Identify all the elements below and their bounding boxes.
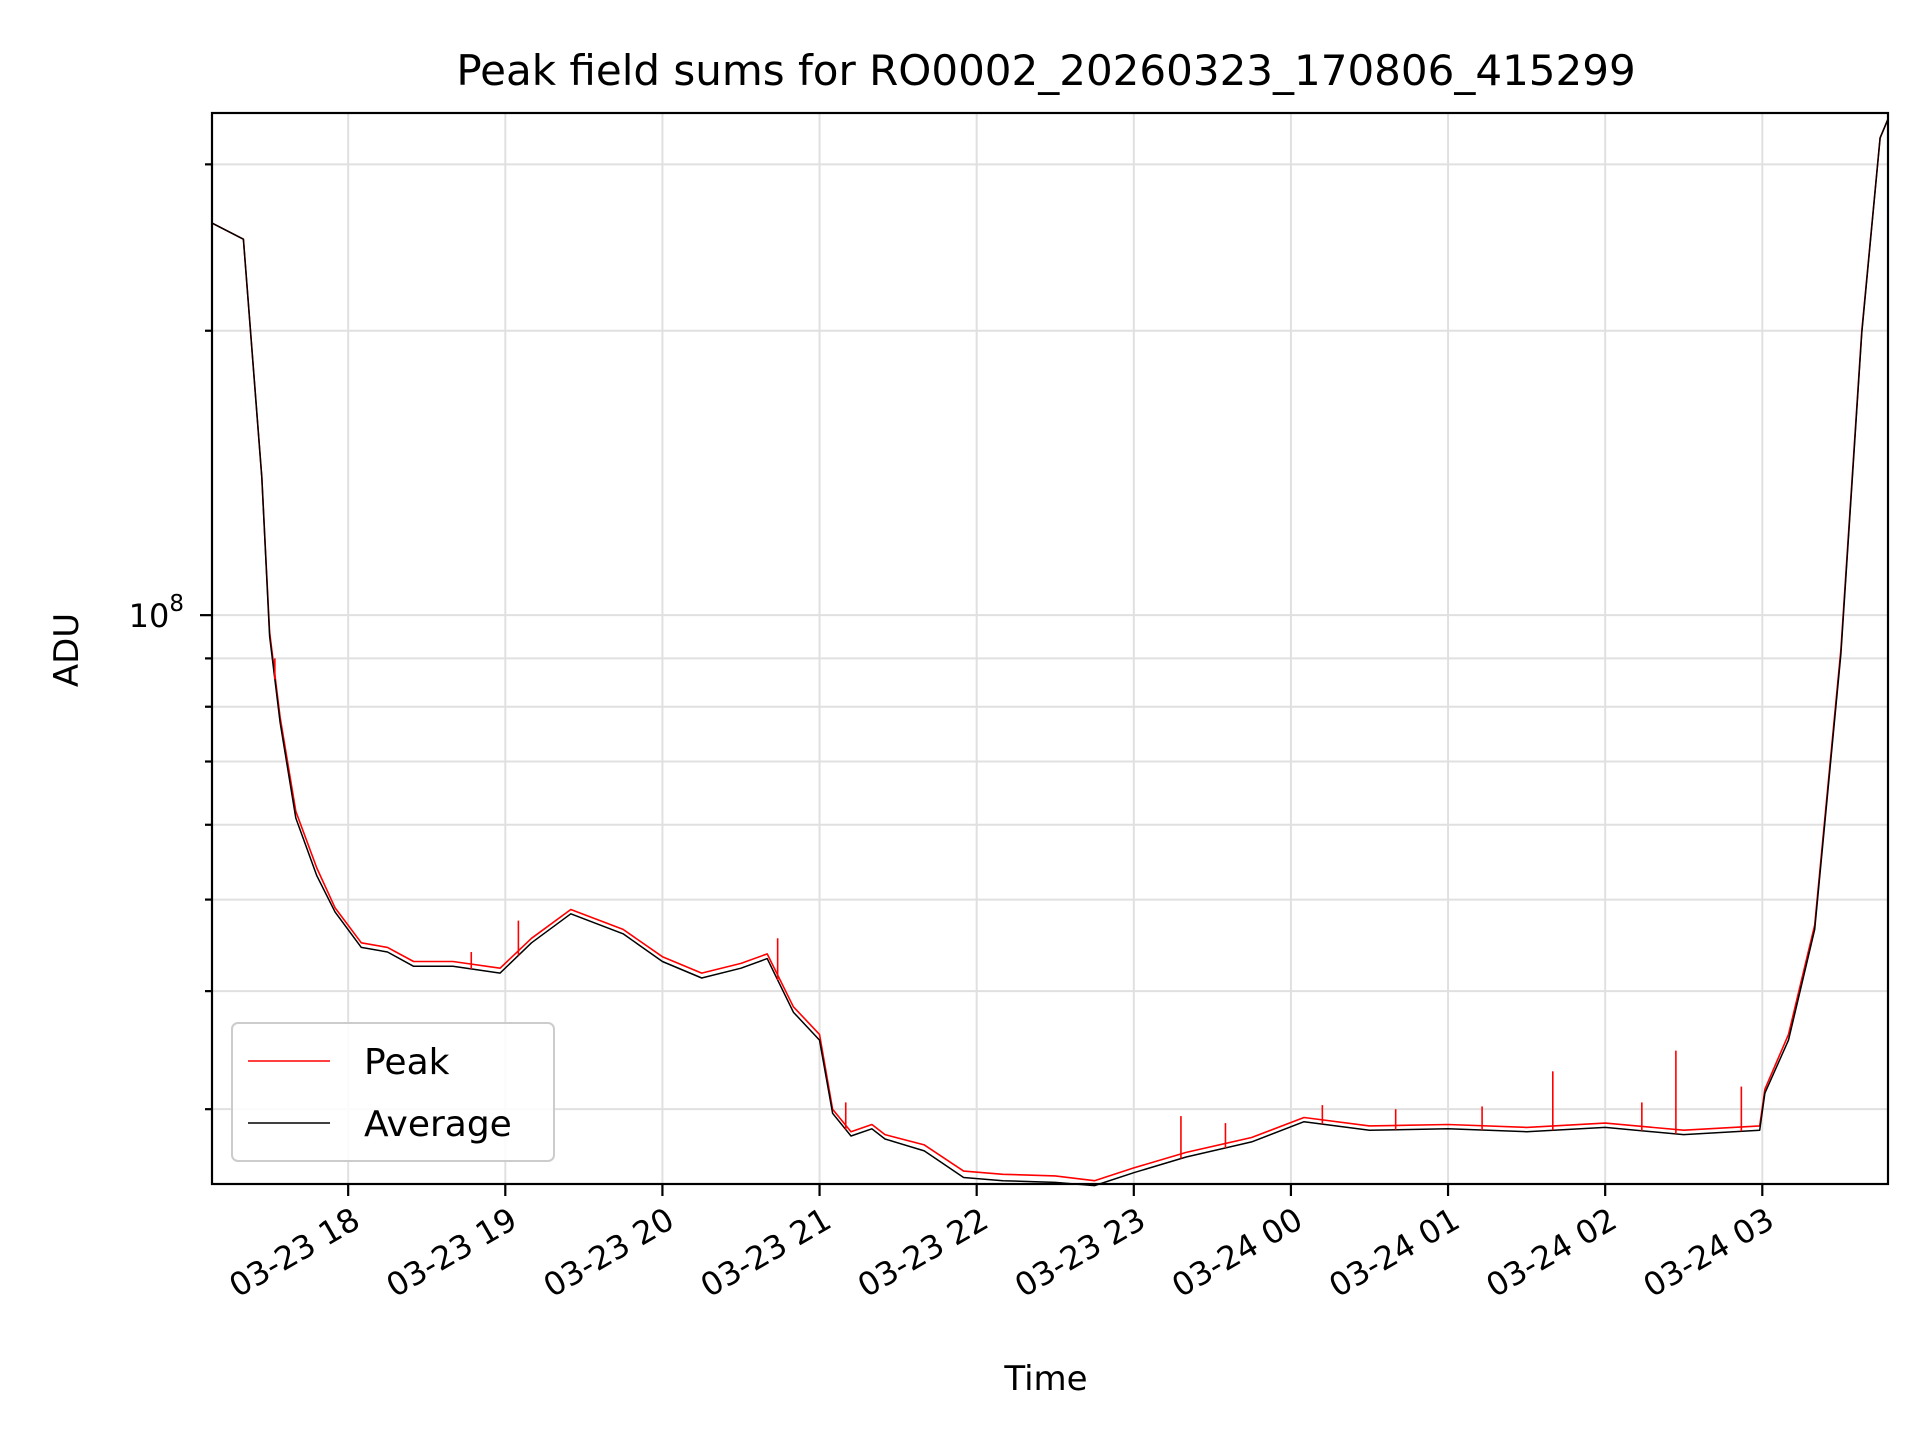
series-line-average	[211, 118, 1889, 1187]
legend: Peak Average	[231, 1022, 555, 1162]
y-tick-label-base: 10	[129, 597, 170, 635]
y-tick-label: 108	[129, 591, 184, 635]
legend-label-average: Average	[364, 1104, 512, 1145]
y-tick-label-exponent: 8	[169, 591, 184, 617]
legend-label-peak: Peak	[364, 1042, 450, 1083]
series-line-peak	[211, 118, 1889, 1182]
grid	[212, 113, 1888, 1184]
x-axis-label: Time	[1003, 1359, 1087, 1399]
y-axis-label: ADU	[47, 613, 87, 687]
chart-title: Peak field sums for RO0002_20260323_1708…	[456, 46, 1635, 95]
plot-frame	[210, 111, 1890, 1186]
plot-area	[211, 118, 1889, 1187]
legend-box	[231, 1022, 555, 1162]
